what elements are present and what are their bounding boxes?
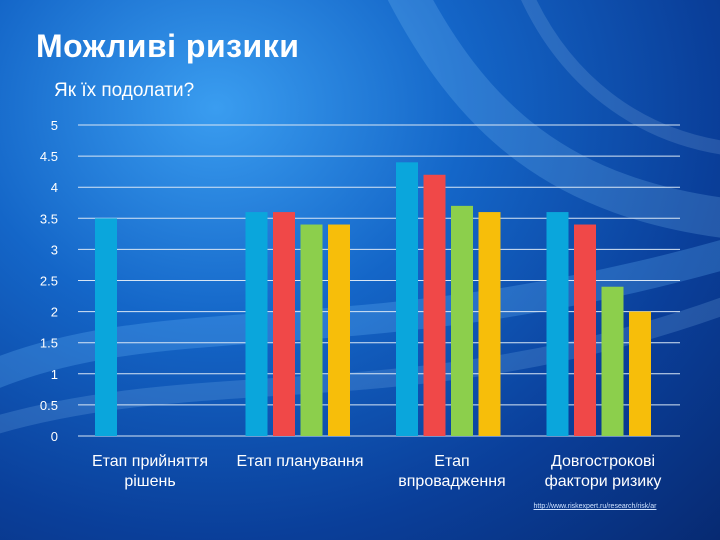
y-tick-label: 3	[51, 242, 58, 257]
y-tick-label: 1.5	[40, 336, 58, 351]
bar-series-4-category-2	[328, 224, 350, 436]
y-tick-label: 0	[51, 429, 58, 444]
bar-series-4-category-3	[478, 212, 501, 436]
y-tick-label: 2.5	[40, 274, 58, 289]
bar-series-2-category-4	[574, 224, 596, 436]
category-label: рішень	[124, 473, 175, 490]
bar-series-3-category-3	[451, 205, 473, 436]
bar-series-1-category-3	[396, 162, 418, 436]
y-tick-label: 4	[51, 180, 58, 195]
bar-series-4-category-4	[629, 311, 651, 436]
bar-series-1-category-1	[95, 218, 117, 436]
bar-series-2-category-2	[273, 212, 295, 436]
y-tick-label: 1	[51, 367, 58, 382]
bar-series-3-category-2	[300, 224, 323, 436]
bar-series-3-category-4	[601, 286, 624, 436]
slide-title: Можливі ризики	[36, 28, 300, 64]
category-label: Етап	[434, 453, 469, 470]
y-tick-label: 0.5	[40, 398, 58, 413]
category-label: Довгострокові	[551, 453, 655, 470]
y-tick-label: 4.5	[40, 149, 58, 164]
slide-subtitle: Як їх подолати?	[54, 80, 195, 101]
category-label: Етап планування	[236, 453, 363, 470]
bar-series-2-category-3	[423, 174, 446, 436]
y-tick-label: 2	[51, 305, 58, 320]
y-tick-label: 3.5	[40, 211, 58, 226]
category-label: фактори ризику	[545, 473, 662, 490]
category-label: впровадження	[398, 473, 505, 490]
bar-series-1-category-4	[546, 212, 569, 436]
y-tick-label: 5	[51, 118, 58, 133]
category-label: Етап прийняття	[92, 453, 208, 470]
source-link[interactable]: http://www.riskexpert.ru/research/risk/a…	[533, 503, 657, 510]
bar-series-1-category-2	[245, 212, 268, 436]
